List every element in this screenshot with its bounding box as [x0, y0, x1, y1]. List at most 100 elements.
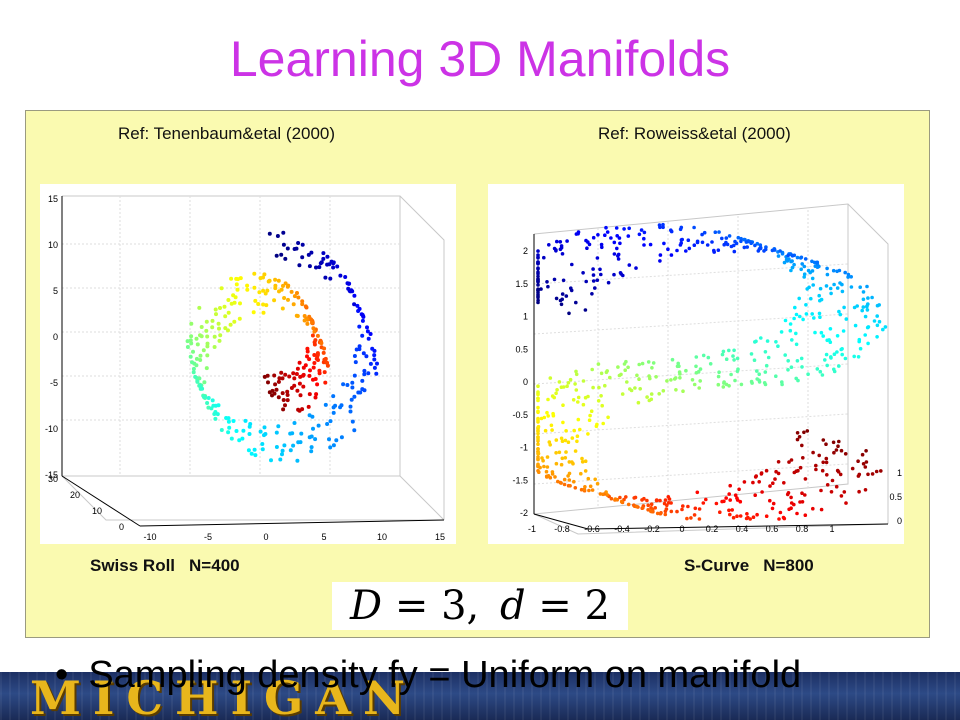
s-curve-point [789, 365, 794, 369]
s-curve-point [793, 305, 797, 310]
s-curve-point [792, 262, 796, 267]
swiss-roll-point [360, 312, 365, 317]
s-curve-point [815, 260, 820, 265]
s-curve-point [753, 493, 757, 498]
s-curve-point [697, 517, 702, 521]
swiss-roll-point [327, 437, 331, 442]
z-tick-label: 30 [48, 474, 58, 484]
s-curve-point [838, 472, 843, 477]
swiss-roll-point [231, 419, 236, 423]
swiss-roll-point [215, 412, 220, 417]
s-curve-point [850, 466, 855, 471]
swiss-roll-point [303, 304, 308, 309]
s-curve-point [799, 255, 804, 260]
s-curve-point [545, 465, 550, 469]
swiss-roll-point [206, 396, 211, 400]
s-curve-point [601, 492, 605, 497]
swiss-roll-point [328, 276, 333, 281]
s-curve-point [694, 355, 699, 359]
s-curve-point [657, 392, 661, 396]
s-curve-point [774, 340, 778, 344]
s-curve-point [547, 440, 552, 444]
swiss-roll-point [263, 432, 268, 436]
swiss-roll-point [223, 326, 228, 331]
swiss-roll-point [189, 334, 194, 339]
s-curve-point [663, 498, 668, 502]
swiss-roll-point [198, 383, 203, 388]
swiss-roll-point [352, 428, 357, 433]
s-curve-point [819, 297, 824, 302]
s-curve-point [567, 311, 571, 316]
s-curve-point [546, 284, 550, 289]
swiss-roll-point [240, 436, 245, 441]
s-curve-point [654, 498, 659, 503]
swiss-roll-point [295, 388, 300, 393]
swiss-roll-point [313, 437, 318, 442]
s-curve-point [799, 356, 804, 361]
swiss-roll-point [228, 322, 233, 327]
s-curve-point [632, 496, 636, 500]
s-curve-point [751, 515, 756, 519]
swiss-roll-point [335, 264, 340, 269]
s-curve-point [739, 236, 743, 241]
s-curve-point [591, 267, 595, 271]
x-tick-label: 0.2 [706, 524, 719, 534]
s-curve-point [866, 472, 870, 477]
s-curve-point [649, 397, 654, 402]
s-curve-point [599, 371, 604, 376]
swiss-roll-point [289, 289, 294, 294]
swiss-roll-point [350, 385, 355, 390]
s-curve-point [814, 463, 818, 468]
s-curve-point [536, 409, 540, 414]
swiss-roll-point [191, 349, 195, 354]
swiss-roll-point [261, 288, 266, 293]
s-curve-point [545, 410, 549, 415]
s-curve-point [539, 287, 543, 291]
s-curve-point [562, 482, 567, 487]
s-curve-point [591, 385, 595, 390]
s-curve-point [856, 459, 860, 464]
swiss-roll-point [291, 302, 296, 307]
s-curve-point [574, 388, 579, 392]
s-curve-point [856, 474, 861, 478]
s-curve-point [778, 510, 783, 515]
s-curve-point [560, 456, 565, 461]
s-curve-point [853, 323, 858, 328]
s-curve-point [717, 230, 721, 234]
swiss-roll-n: N=400 [189, 556, 240, 575]
s-curve-point [554, 296, 559, 301]
s-curve-point [618, 241, 622, 246]
s-curve-point [757, 480, 761, 484]
s-curve-point [829, 490, 834, 494]
s-curve-point [759, 472, 764, 476]
s-curve-point [550, 394, 555, 398]
swiss-roll-point [360, 333, 365, 338]
swiss-roll-point [245, 287, 250, 292]
s-curve-point [722, 242, 726, 247]
swiss-roll-point [274, 430, 279, 435]
s-curve-point [554, 461, 559, 466]
s-curve-point [771, 501, 776, 506]
s-curve-point [596, 233, 600, 237]
swiss-roll-point [216, 403, 221, 408]
s-curve-point [838, 312, 843, 317]
s-curve-point [536, 249, 540, 253]
s-curve-point [766, 355, 771, 360]
s-curve-point [806, 372, 810, 376]
s-curve-point [827, 338, 831, 342]
swiss-roll-point [226, 328, 230, 333]
swiss-roll-point [198, 358, 203, 362]
y-tick-label: -10 [45, 424, 58, 434]
s-curve-point [805, 429, 810, 433]
swiss-roll-point [300, 302, 305, 307]
s-curve-point [616, 254, 620, 258]
s-curve-point [810, 276, 815, 281]
swiss-roll-point [276, 278, 281, 283]
s-curve-point [649, 392, 654, 396]
s-curve-point [574, 232, 579, 236]
swiss-roll-point [352, 302, 357, 307]
swiss-roll-point [191, 366, 196, 371]
s-curve-point [865, 308, 870, 312]
s-curve-point [745, 245, 749, 249]
swiss-roll-point [226, 419, 231, 424]
